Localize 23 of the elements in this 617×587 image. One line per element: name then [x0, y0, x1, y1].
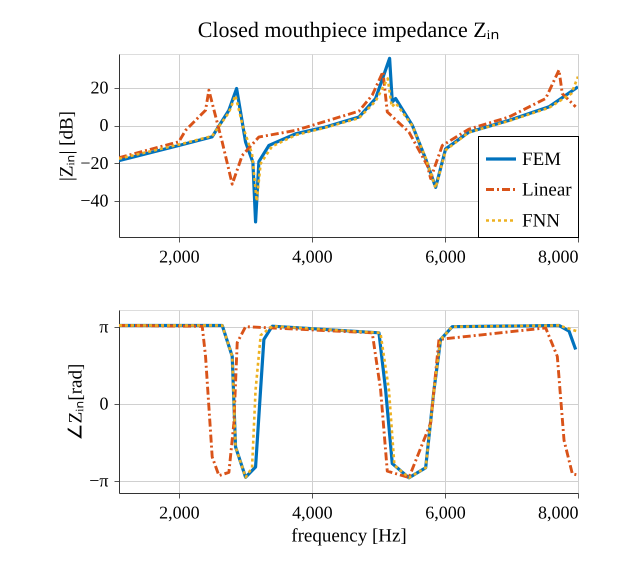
y-tick-label: 0 [100, 115, 108, 136]
y-tick-label: −π [89, 470, 108, 491]
x-tick-label: 6,000 [425, 502, 466, 522]
y-axis-title: ∠Zᵢₙ[rad] [65, 364, 86, 440]
x-tick-label: 2,000 [159, 502, 200, 522]
y-tick-label: 0 [100, 393, 108, 414]
chart-title: Closed mouthpiece impedance Zᵢₙ [198, 17, 500, 42]
y-tick-label: π [99, 316, 108, 336]
y-tick-label: −20 [80, 152, 108, 173]
x-tick-label: 4,000 [292, 502, 333, 522]
legend-label: Linear [522, 180, 572, 200]
x-axis-title: frequency [Hz] [291, 526, 407, 546]
x-tick-label: 6,000 [425, 246, 466, 266]
legend-label: FNN [522, 210, 560, 232]
legend-label: FEM [522, 149, 562, 170]
line-series [119, 75, 578, 202]
x-tick-label: 2,000 [159, 246, 200, 266]
y-tick-label: −40 [80, 190, 108, 211]
y-axis-title: |Zᵢₙ| [dB] [56, 111, 78, 181]
x-tick-label: 8,000 [538, 246, 578, 266]
x-tick-label: 8,000 [538, 502, 578, 522]
y-tick-label: 20 [90, 77, 108, 98]
x-tick-label: 4,000 [292, 246, 333, 266]
